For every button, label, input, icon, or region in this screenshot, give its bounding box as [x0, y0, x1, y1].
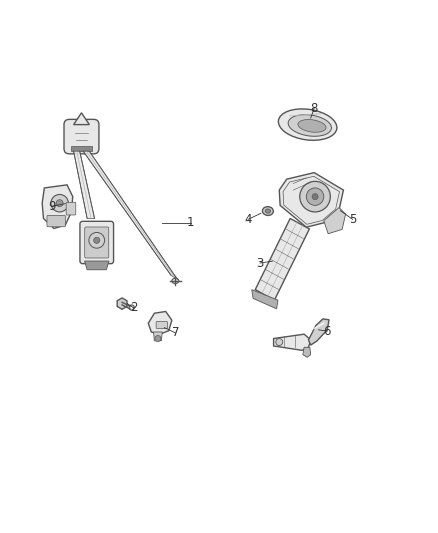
Polygon shape — [42, 185, 73, 229]
Text: 9: 9 — [49, 200, 56, 213]
Text: 8: 8 — [311, 102, 318, 115]
Circle shape — [312, 193, 318, 200]
Polygon shape — [74, 151, 95, 219]
Circle shape — [51, 195, 68, 212]
Circle shape — [276, 338, 283, 345]
Circle shape — [306, 188, 324, 205]
Polygon shape — [252, 289, 278, 309]
Polygon shape — [74, 113, 89, 125]
FancyBboxPatch shape — [80, 221, 113, 264]
Ellipse shape — [265, 209, 271, 213]
Circle shape — [94, 237, 100, 244]
Ellipse shape — [262, 207, 273, 215]
Ellipse shape — [288, 115, 332, 136]
Text: 7: 7 — [172, 326, 179, 340]
FancyBboxPatch shape — [47, 215, 65, 227]
Polygon shape — [303, 348, 311, 357]
Polygon shape — [153, 332, 162, 341]
FancyBboxPatch shape — [156, 321, 167, 328]
Polygon shape — [255, 219, 309, 300]
Polygon shape — [308, 319, 329, 345]
Circle shape — [89, 232, 105, 248]
Polygon shape — [85, 261, 109, 270]
Polygon shape — [148, 311, 172, 334]
Polygon shape — [324, 207, 346, 234]
Ellipse shape — [172, 278, 179, 284]
Text: 4: 4 — [244, 213, 252, 226]
Polygon shape — [279, 173, 343, 227]
Text: 6: 6 — [324, 325, 331, 337]
Ellipse shape — [298, 119, 326, 132]
Text: 5: 5 — [349, 213, 356, 226]
Text: 2: 2 — [130, 302, 138, 314]
Polygon shape — [274, 334, 311, 350]
FancyBboxPatch shape — [85, 227, 109, 258]
Text: 3: 3 — [256, 256, 264, 270]
Circle shape — [129, 305, 134, 310]
FancyBboxPatch shape — [71, 146, 92, 151]
FancyBboxPatch shape — [64, 119, 99, 154]
Text: 1: 1 — [187, 216, 194, 229]
Polygon shape — [83, 151, 177, 280]
Circle shape — [300, 181, 330, 212]
Circle shape — [155, 335, 161, 342]
Polygon shape — [117, 298, 127, 309]
Ellipse shape — [279, 109, 337, 140]
FancyBboxPatch shape — [66, 203, 76, 215]
Circle shape — [56, 200, 63, 207]
